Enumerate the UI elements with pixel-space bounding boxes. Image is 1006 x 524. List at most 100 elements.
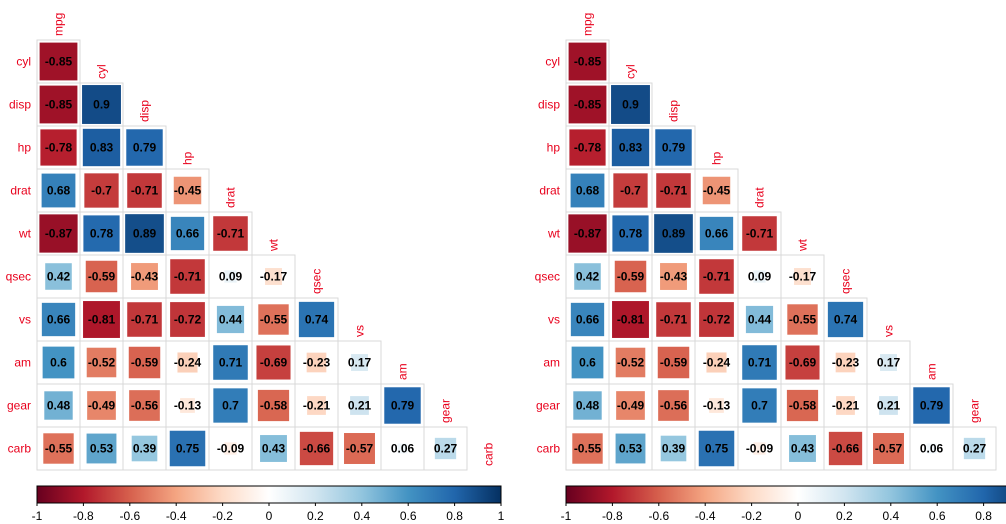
correlation-square	[873, 433, 904, 464]
cell-value-label: -0.58	[789, 399, 817, 413]
correlation-square	[434, 437, 457, 460]
correlation-square	[613, 173, 648, 208]
correlation-square	[654, 214, 693, 253]
correlation-square	[657, 346, 690, 379]
correlation-square	[128, 346, 161, 379]
correlation-square	[224, 270, 237, 283]
correlation-square	[125, 214, 164, 253]
correlation-square	[86, 433, 117, 464]
cell-value-label: 0.66	[705, 227, 729, 241]
column-label-disp: disp	[138, 100, 152, 122]
colorbar-tick-label: 0.4	[353, 509, 370, 523]
correlation-square	[786, 389, 819, 422]
cell-value-label: 0.74	[305, 313, 329, 327]
correlation-square	[260, 435, 287, 462]
cell-value-label: -0.58	[260, 399, 288, 413]
cell-value-label: 0.39	[133, 442, 157, 456]
colorbar-tick-label: 0	[266, 509, 273, 523]
row-label-cyl: cyl	[545, 55, 560, 69]
cell-value-label: 0.89	[662, 227, 686, 241]
correlation-square	[794, 268, 811, 285]
colorbar-tick-label: 0.8	[446, 509, 463, 523]
correlation-square	[83, 301, 120, 338]
cell-value-label: 0.42	[576, 270, 600, 284]
row-label-gear: gear	[7, 399, 31, 413]
cell-value-label: -0.81	[88, 313, 116, 327]
cell-value-label: 0.71	[219, 356, 243, 370]
correlation-square	[41, 173, 76, 208]
column-label-hp: hp	[181, 151, 195, 165]
cell-value-label: 0.27	[963, 442, 987, 456]
cell-value-label: 0.9	[93, 98, 110, 112]
cell-value-label: -0.72	[703, 313, 731, 327]
correlation-square	[570, 173, 605, 208]
cell-value-label: -0.59	[88, 270, 116, 284]
colorbar-tick-label: 0	[795, 509, 802, 523]
correlation-square	[85, 260, 118, 293]
correlation-square	[213, 388, 248, 423]
correlation-square	[571, 346, 604, 379]
cell-value-label: -0.69	[260, 356, 288, 370]
correlation-square	[299, 431, 334, 466]
correlation-square	[709, 398, 724, 413]
cell-value-label: -0.21	[303, 399, 331, 413]
correlation-square	[835, 352, 856, 373]
cell-value-label: -0.43	[660, 270, 688, 284]
row-label-qsec: qsec	[535, 270, 560, 284]
correlation-square	[258, 304, 289, 335]
colorbar-tick-label: -0.8	[602, 509, 623, 523]
correlation-square	[742, 216, 777, 251]
column-label-qsec: qsec	[839, 269, 853, 294]
cell-value-label: 0.44	[219, 313, 243, 327]
correlation-square	[655, 129, 692, 166]
correlation-square	[127, 302, 162, 337]
cell-value-label: -0.23	[832, 356, 860, 370]
cell-value-label: 0.79	[920, 399, 944, 413]
correlation-square	[82, 128, 121, 167]
cell-value-label: -0.49	[617, 399, 645, 413]
cell-value-label: -0.81	[617, 313, 645, 327]
cell-value-label: -0.59	[660, 356, 688, 370]
correlation-square	[615, 347, 646, 378]
column-label-gear: gear	[439, 399, 453, 423]
colorbar	[565, 485, 1006, 504]
cell-value-label: -0.55	[574, 442, 602, 456]
correlation-square	[41, 302, 76, 337]
correlation-square	[39, 214, 78, 253]
cell-value-label: 0.43	[262, 442, 286, 456]
cell-value-label: -0.85	[45, 55, 73, 69]
cell-value-label: 0.09	[748, 270, 772, 284]
column-label-am: am	[925, 363, 939, 380]
cell-value-label: 0.17	[877, 356, 901, 370]
column-label-drat: drat	[753, 187, 767, 208]
colorbar-tick-label: -1	[561, 509, 572, 523]
cell-value-label: -0.43	[131, 270, 159, 284]
row-label-wt: wt	[18, 227, 32, 241]
cell-value-label: -0.17	[260, 270, 288, 284]
cell-value-label: 0.48	[576, 399, 600, 413]
column-label-drat: drat	[224, 187, 238, 208]
cell-value-label: -0.71	[703, 270, 731, 284]
cell-value-label: 0.21	[348, 399, 372, 413]
correlation-square	[926, 443, 937, 454]
cell-value-label: 0.06	[920, 442, 944, 456]
cell-value-label: 0.44	[748, 313, 772, 327]
cell-value-label: 0.48	[47, 399, 71, 413]
cell-value-label: -0.71	[131, 184, 159, 198]
correlation-square	[39, 42, 78, 81]
cell-value-label: -0.56	[131, 399, 159, 413]
correlation-square	[129, 390, 160, 421]
correlation-square	[213, 216, 248, 251]
correlation-square	[913, 387, 950, 424]
correlation-square	[84, 173, 119, 208]
correlation-square	[44, 391, 73, 420]
cell-value-label: -0.71	[660, 313, 688, 327]
correlation-square	[836, 396, 855, 415]
correlation-square	[173, 176, 202, 205]
column-label-carb: carb	[482, 442, 496, 466]
cell-value-label: 0.83	[619, 141, 643, 155]
correlation-square	[753, 442, 766, 455]
cell-value-label: 0.66	[176, 227, 200, 241]
cell-value-label: 0.75	[705, 442, 729, 456]
cell-value-label: 0.9	[622, 98, 639, 112]
